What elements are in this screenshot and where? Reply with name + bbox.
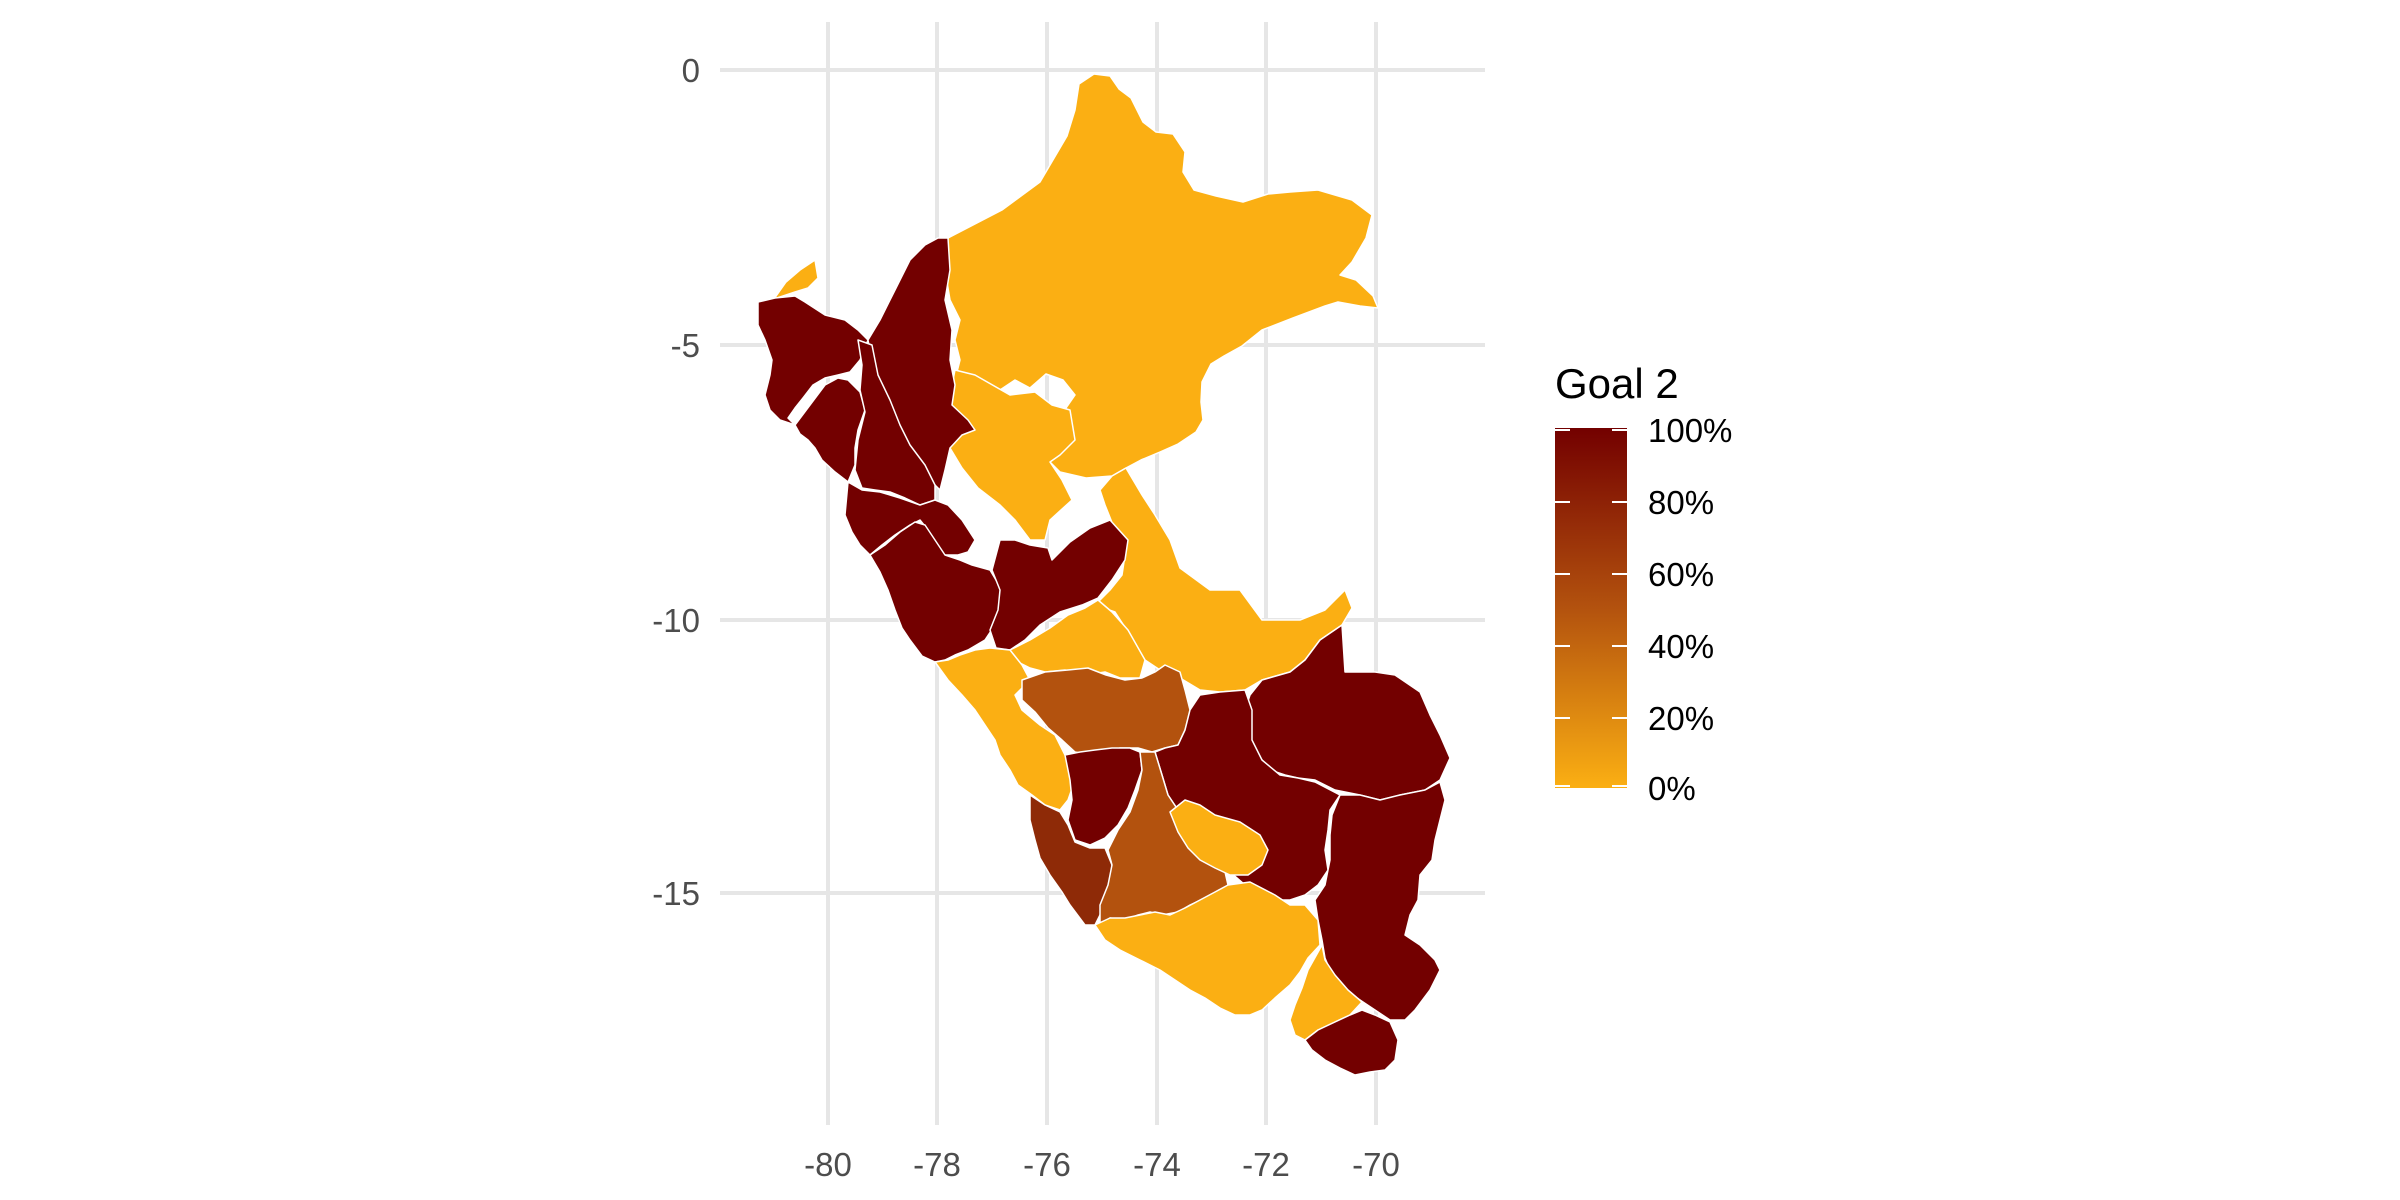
x-tick-label: -76 [1023, 1146, 1071, 1183]
region-huanuco[interactable] [989, 519, 1129, 651]
legend-ticks [1555, 429, 1627, 787]
region-arequipa[interactable] [1094, 881, 1321, 1016]
region-huancavelica[interactable] [1064, 747, 1143, 846]
region-loreto[interactable] [944, 73, 1379, 479]
region-apurimac[interactable] [1169, 799, 1269, 876]
x-tick-label: -80 [804, 1146, 852, 1183]
x-tick-label: -74 [1133, 1146, 1181, 1183]
region-piura[interactable] [757, 295, 869, 426]
y-tick-label: -5 [671, 327, 700, 364]
region-lambayeque[interactable] [794, 377, 866, 483]
legend-label: 40% [1648, 628, 1714, 665]
region-ancash[interactable] [869, 521, 1003, 663]
x-axis: -80 -78 -76 -74 -72 -70 [804, 1146, 1400, 1183]
region-tacna[interactable] [1304, 1009, 1399, 1076]
region-cajamarca[interactable] [854, 339, 936, 506]
regions [757, 73, 1451, 1076]
y-tick-label: -10 [652, 602, 700, 639]
y-tick-label: 0 [682, 52, 700, 89]
legend-title: Goal 2 [1555, 360, 1679, 407]
region-puno[interactable] [1314, 781, 1446, 1021]
region-pasco[interactable] [1009, 599, 1146, 679]
legend: Goal 2 100% 80% 60% 40% 20% 0% [1555, 360, 1732, 807]
x-tick-label: -70 [1352, 1146, 1400, 1183]
x-tick-label: -72 [1242, 1146, 1290, 1183]
legend-label: 20% [1648, 700, 1714, 737]
x-tick-label: -78 [913, 1146, 961, 1183]
region-san-martin[interactable] [949, 369, 1076, 541]
y-axis: 0 -5 -10 -15 [652, 52, 700, 912]
legend-colorbar [1555, 428, 1627, 788]
region-tumbes[interactable] [773, 259, 819, 300]
legend-label: 80% [1648, 484, 1714, 521]
legend-label: 60% [1648, 556, 1714, 593]
legend-label: 0% [1648, 770, 1696, 807]
y-tick-label: -15 [652, 875, 700, 912]
legend-label: 100% [1648, 412, 1732, 449]
